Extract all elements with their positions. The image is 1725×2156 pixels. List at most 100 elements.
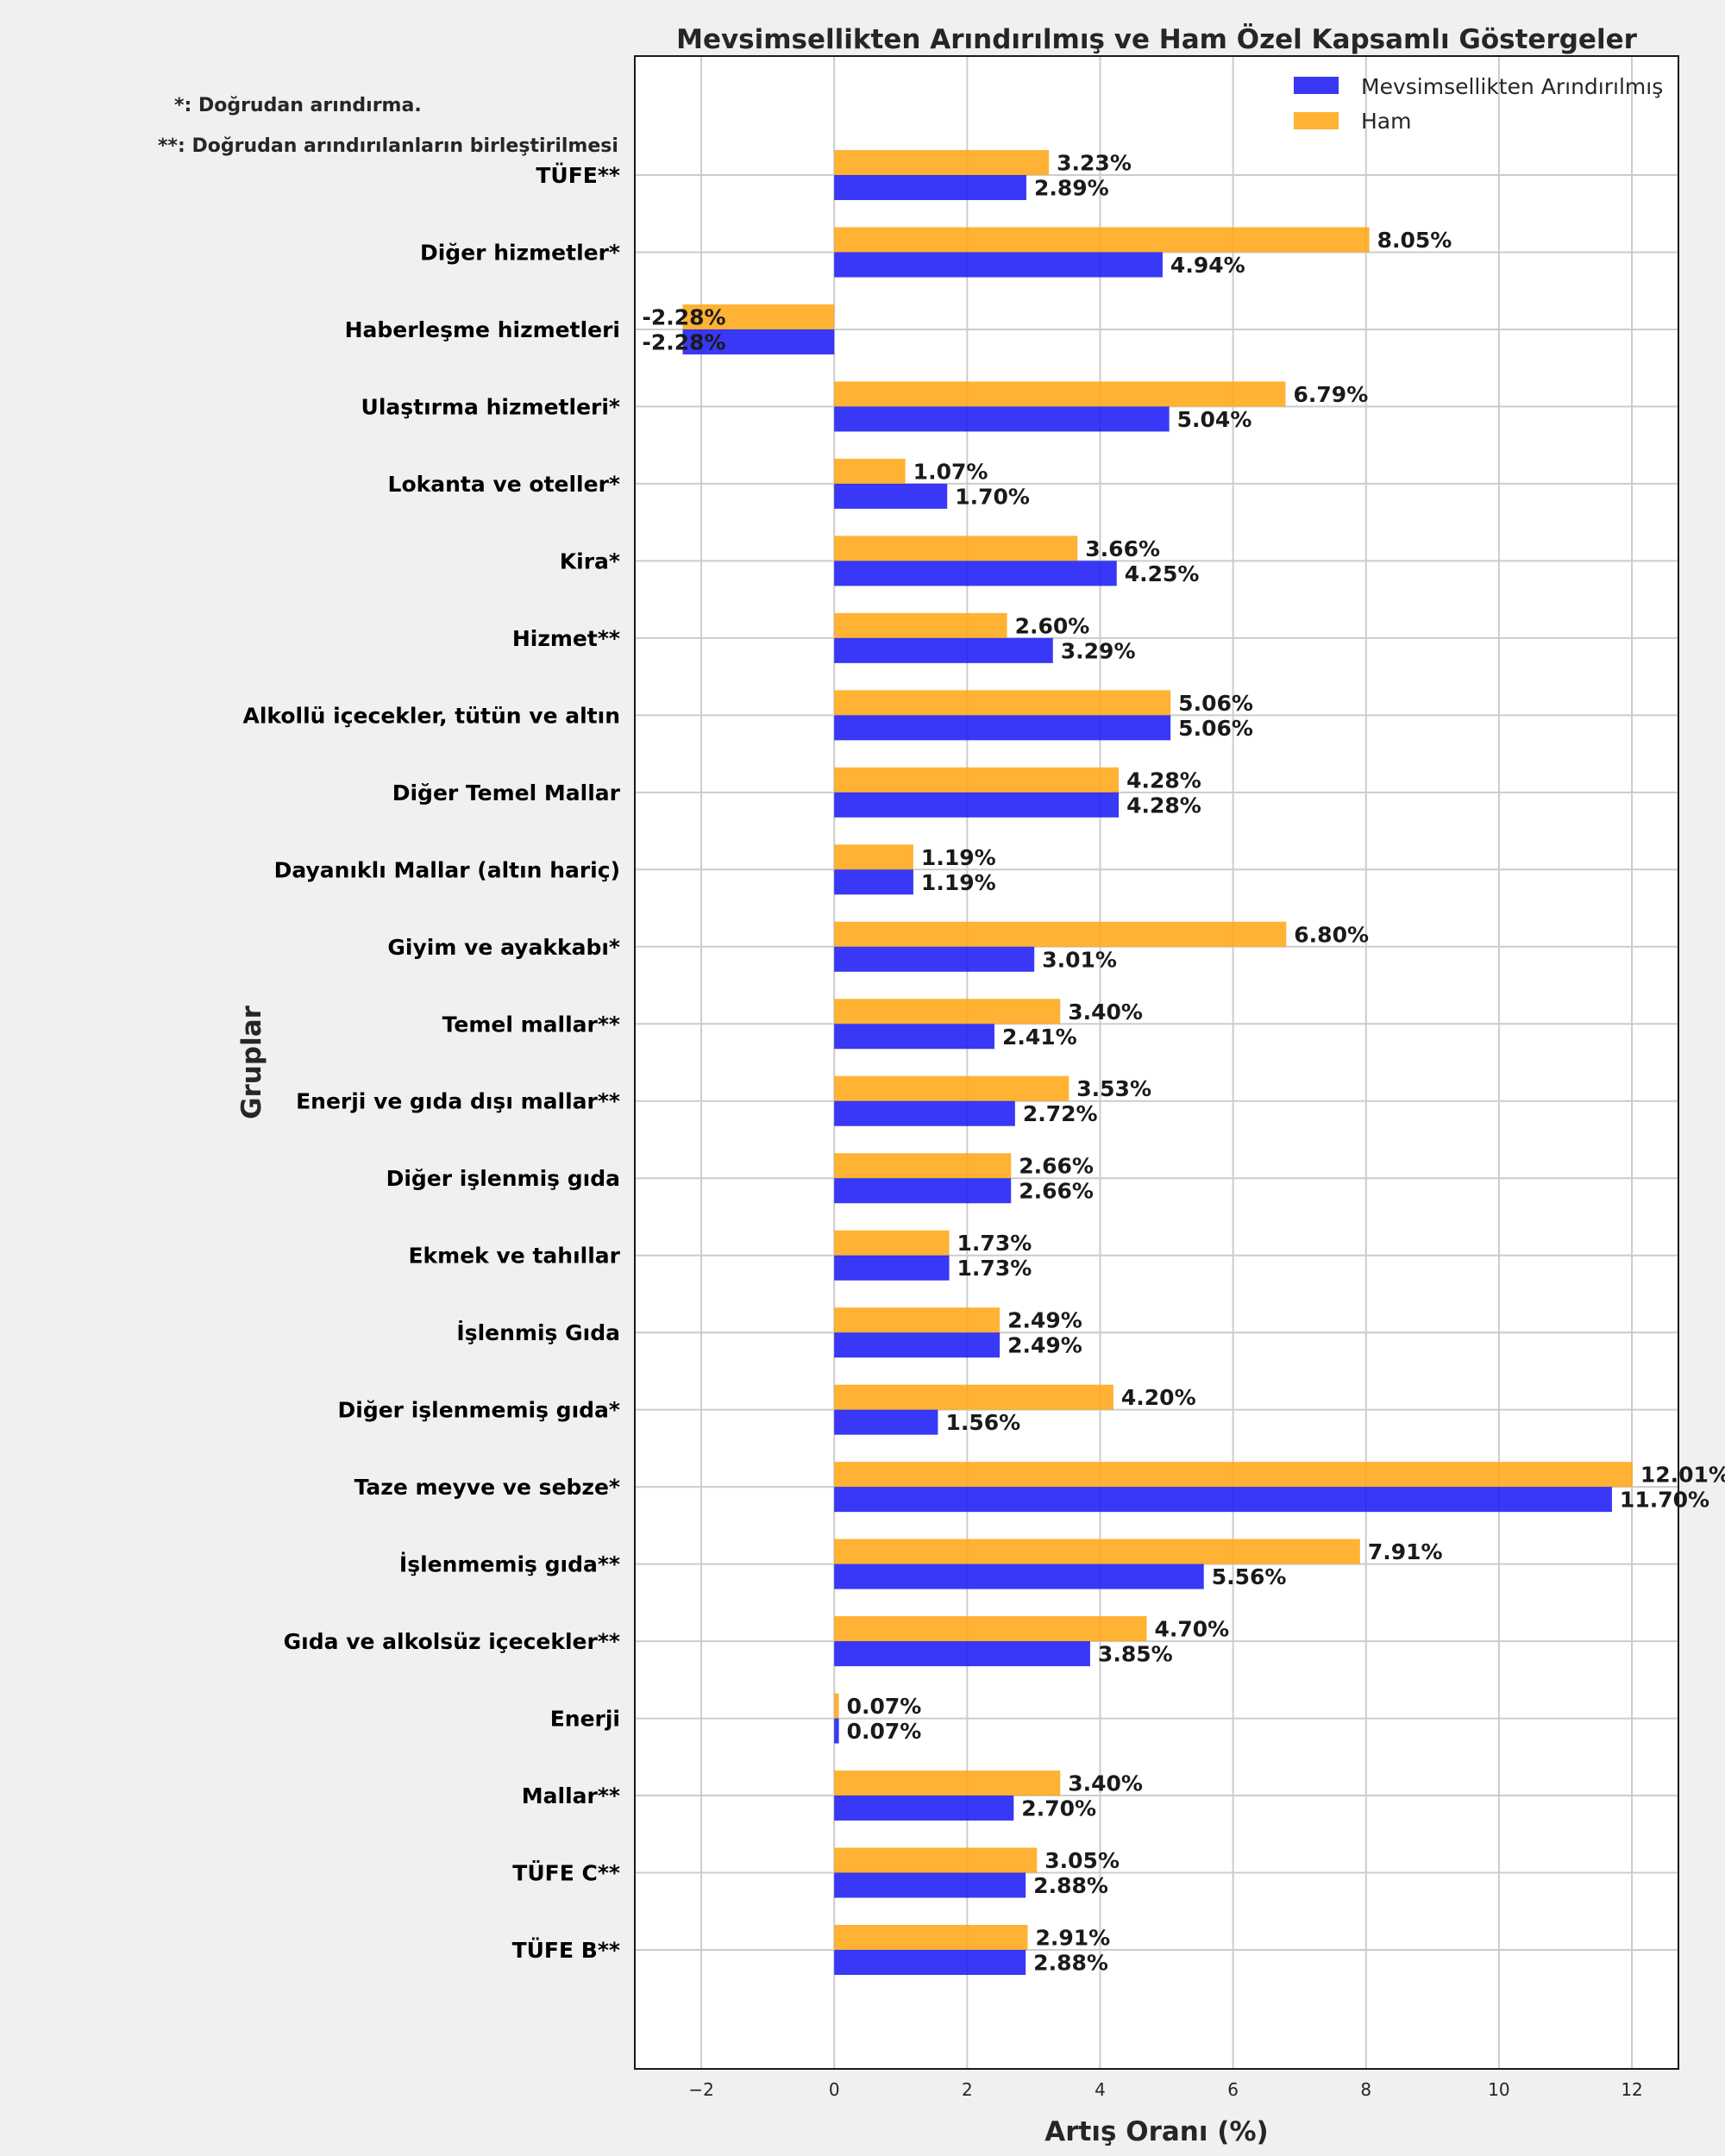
value-label-seasonal: 3.01%	[1042, 947, 1117, 972]
note-direct: *: Doğrudan arındırma.	[174, 95, 422, 116]
value-label-seasonal: 1.19%	[921, 870, 996, 895]
legend-swatch-raw	[1294, 112, 1339, 129]
bar-raw	[834, 921, 1287, 947]
value-label-raw: 5.06%	[1178, 691, 1253, 716]
value-label-seasonal: 5.04%	[1177, 407, 1252, 432]
value-label-seasonal: 5.06%	[1178, 716, 1253, 741]
value-label-raw: 6.80%	[1294, 922, 1369, 947]
bar-seasonal	[834, 1796, 1014, 1821]
x-tick-label: 4	[1095, 2079, 1106, 2100]
value-label-seasonal: 2.89%	[1034, 176, 1109, 201]
value-label-seasonal: 2.70%	[1021, 1796, 1096, 1821]
plot-area	[635, 56, 1678, 2069]
category-label: Dayanıklı Mallar (altın hariç)	[274, 857, 620, 882]
category-label: Diğer Temel Mallar	[392, 780, 621, 805]
bar-seasonal	[834, 1641, 1090, 1667]
bar-seasonal	[834, 637, 1053, 663]
bar-seasonal	[834, 1100, 1015, 1126]
value-label-raw: 4.20%	[1121, 1385, 1196, 1410]
value-label-raw: 2.60%	[1015, 613, 1090, 638]
category-label: Haberleşme hizmetleri	[345, 317, 620, 342]
bar-seasonal	[834, 1950, 1026, 1975]
bar-raw	[834, 999, 1061, 1025]
note-combined: **: Doğrudan arındırılanların birleştiri…	[158, 135, 618, 157]
value-label-raw: 3.53%	[1076, 1076, 1151, 1101]
bar-seasonal	[834, 1024, 994, 1050]
value-label-seasonal: 1.73%	[957, 1256, 1032, 1281]
x-tick-label: 10	[1488, 2079, 1509, 2100]
value-label-seasonal: 2.66%	[1019, 1179, 1094, 1204]
bar-seasonal	[834, 946, 1035, 972]
bar-raw	[834, 1307, 1000, 1333]
category-label: İşlenmiş Gıda	[456, 1319, 620, 1345]
value-label-raw: 1.73%	[957, 1231, 1032, 1256]
x-axis-label: Artış Oranı (%)	[1044, 2116, 1268, 2147]
value-label-raw: 6.79%	[1294, 382, 1369, 407]
value-label-seasonal: 3.29%	[1061, 638, 1136, 663]
bar-raw	[834, 1771, 1061, 1796]
legend-swatch-seasonal	[1294, 77, 1339, 94]
category-label: Diğer işlenmemiş gıda*	[338, 1398, 621, 1423]
bar-raw	[834, 767, 1120, 793]
bar-seasonal	[834, 1178, 1012, 1204]
category-labels: TÜFE** Diğer hizmetler* Haberleşme hizmetl…	[242, 162, 620, 1963]
bar-seasonal	[834, 1409, 938, 1435]
bar-seasonal	[834, 483, 948, 509]
y-axis-label: Gruplar	[236, 1005, 267, 1119]
value-label-raw: 3.05%	[1044, 1848, 1120, 1873]
category-label: Temel mallar**	[442, 1012, 620, 1037]
bar-seasonal	[834, 406, 1170, 432]
legend-label-raw: Ham	[1361, 109, 1411, 134]
x-tick-label: −2	[688, 2079, 713, 2100]
x-tick-label: 2	[962, 2079, 973, 2100]
category-label: Alkollü içecekler, tütün ve altın	[242, 703, 620, 728]
bar-seasonal	[834, 869, 913, 895]
x-tick-labels: −2 0 2 4 6 8 10 12	[688, 2079, 1642, 2100]
bar-raw	[834, 1462, 1633, 1488]
bar-raw	[834, 690, 1171, 716]
bar-raw	[834, 1616, 1147, 1642]
category-label: Giyim ve ayakkabı*	[387, 935, 620, 960]
value-label-raw: 2.49%	[1007, 1308, 1082, 1333]
category-label: TÜFE B**	[512, 1937, 620, 1963]
value-label-raw: 3.23%	[1057, 151, 1132, 176]
value-label-raw: 1.19%	[921, 845, 996, 870]
bar-seasonal	[834, 1718, 839, 1744]
bar-raw	[682, 304, 835, 329]
bar-seasonal	[834, 715, 1171, 741]
value-label-seasonal: 5.56%	[1212, 1564, 1287, 1589]
bar-seasonal	[834, 1487, 1612, 1513]
bar-seasonal	[834, 1564, 1204, 1589]
category-label: İşlenmemiş gıda**	[399, 1551, 620, 1577]
bar-seasonal	[834, 1255, 950, 1281]
value-label-seasonal: -2.28%	[642, 329, 725, 354]
value-labels: 3.23%2.89% 8.05% 4.94% -2.28%-2.28% 6.79% 5.0…	[642, 151, 1725, 1976]
bar-raw	[834, 1153, 1012, 1179]
category-label: Kira*	[560, 548, 620, 573]
chart-title: Mevsimsellikten Arındırılmış ve Ham Özel…	[676, 23, 1638, 55]
bar-seasonal	[834, 252, 1163, 278]
value-label-seasonal: 1.70%	[955, 484, 1030, 509]
bar-raw	[834, 844, 913, 870]
value-label-raw: -2.28%	[642, 304, 725, 329]
plot-frame	[634, 55, 1679, 2070]
category-label: Enerji ve gıda dışı mallar**	[296, 1089, 620, 1114]
bar-raw	[834, 1230, 950, 1256]
category-label: Diğer hizmetler*	[420, 240, 620, 265]
value-label-raw: 4.28%	[1126, 768, 1201, 793]
bar-seasonal	[834, 1872, 1026, 1898]
bar-raw	[834, 458, 906, 484]
category-label: Mallar**	[522, 1783, 620, 1808]
value-label-raw: 3.40%	[1068, 1771, 1143, 1796]
value-label-seasonal: 3.85%	[1098, 1642, 1173, 1667]
bar-raw	[834, 1847, 1038, 1873]
bar-raw	[834, 612, 1007, 638]
category-label: Diğer işlenmiş gıda	[386, 1166, 620, 1191]
x-tick-label: 8	[1360, 2079, 1371, 2100]
bar-raw	[834, 381, 1286, 407]
bar-raw	[834, 1384, 1113, 1410]
category-label: Taze meyve ve sebze*	[354, 1475, 620, 1500]
bar-seasonal	[834, 792, 1120, 818]
bar-raw	[834, 536, 1078, 561]
